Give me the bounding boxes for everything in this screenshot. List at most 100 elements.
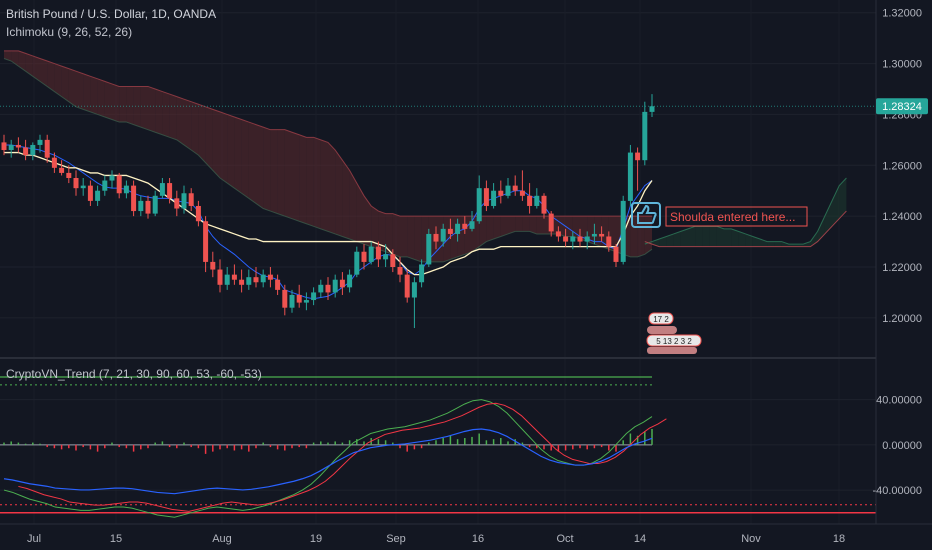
candle-body[interactable] [512, 185, 518, 191]
annotation[interactable]: Shoulda entered here... [631, 202, 808, 228]
candle-body[interactable] [462, 223, 468, 229]
candle-body[interactable] [635, 152, 641, 161]
candle-body[interactable] [260, 274, 266, 283]
date-axis-panel[interactable] [0, 524, 932, 550]
ichimoku-legend[interactable]: Ichimoku (9, 26, 52, 26) [6, 25, 132, 39]
candle-body[interactable] [577, 236, 583, 242]
candle-body[interactable] [275, 279, 281, 290]
candle-body[interactable] [426, 233, 432, 265]
candle-body[interactable] [66, 172, 72, 178]
candle-body[interactable] [433, 233, 439, 242]
candle-body[interactable] [217, 269, 223, 285]
candle-body[interactable] [390, 254, 396, 267]
candle-body[interactable] [404, 274, 410, 298]
candle-body[interactable] [116, 175, 122, 194]
candle-body[interactable] [570, 236, 576, 242]
candle-body[interactable] [145, 200, 151, 214]
candle-body[interactable] [289, 294, 295, 308]
oscillator-legend[interactable]: CryptoVN_Trend (7, 21, 30, 90, 60, 53, -… [6, 367, 262, 381]
candle-body[interactable] [534, 195, 540, 206]
candle-body[interactable] [368, 246, 374, 262]
candle-body[interactable] [44, 139, 50, 158]
event-badges[interactable]: 17 2 5 13 2 3 2 [646, 312, 702, 354]
candle-body[interactable] [109, 175, 115, 181]
candle-body[interactable] [354, 251, 360, 275]
candle-body[interactable] [498, 190, 504, 196]
candle-body[interactable] [138, 200, 144, 212]
candle-body[interactable] [51, 157, 57, 168]
cloud-segment [810, 231, 818, 247]
candle-body[interactable] [541, 195, 547, 214]
candle-body[interactable] [318, 284, 324, 293]
candle-body[interactable] [491, 190, 497, 206]
candle-body[interactable] [311, 292, 317, 301]
candle-body[interactable] [282, 289, 288, 308]
candle-body[interactable] [483, 188, 489, 206]
candle-body[interactable] [167, 183, 173, 199]
candle-body[interactable] [87, 185, 93, 201]
candle-body[interactable] [339, 279, 345, 288]
candle-body[interactable] [419, 264, 425, 283]
candle-body[interactable] [476, 188, 482, 222]
candle-body[interactable] [59, 167, 65, 173]
candle-body[interactable] [80, 185, 86, 189]
candle-body[interactable] [224, 274, 230, 285]
candle-body[interactable] [203, 221, 209, 262]
candle-body[interactable] [620, 200, 626, 262]
candle-body[interactable] [599, 233, 605, 237]
candle-body[interactable] [613, 246, 619, 262]
candle-body[interactable] [455, 223, 461, 234]
candle-body[interactable] [210, 261, 216, 270]
candle-body[interactable] [8, 144, 14, 151]
candle-body[interactable] [123, 185, 129, 194]
candle-body[interactable] [383, 254, 389, 260]
candle-body[interactable] [548, 213, 554, 232]
candle-body[interactable] [332, 279, 338, 293]
candle-body[interactable] [23, 147, 29, 156]
symbol-title[interactable]: British Pound / U.S. Dollar, 1D, OANDA [6, 7, 216, 21]
candle-body[interactable] [519, 190, 525, 196]
candle-body[interactable] [246, 277, 252, 285]
candle-body[interactable] [411, 282, 417, 298]
candle-body[interactable] [95, 190, 101, 201]
candle-body[interactable] [181, 193, 187, 209]
candle-body[interactable] [1, 142, 7, 151]
candle-body[interactable] [73, 178, 79, 189]
price-axis-panel[interactable] [876, 0, 932, 524]
candle-body[interactable] [361, 251, 367, 262]
candle-body[interactable] [505, 185, 511, 196]
candle-body[interactable] [325, 284, 331, 293]
candle-body[interactable] [30, 144, 36, 156]
candle-body[interactable] [591, 233, 597, 237]
candle-body[interactable] [188, 193, 194, 206]
candle-body[interactable] [174, 198, 180, 209]
candle-body[interactable] [37, 139, 43, 145]
candle-body[interactable] [303, 300, 309, 303]
candle-body[interactable] [527, 195, 533, 206]
candle-body[interactable] [642, 111, 648, 161]
candle-body[interactable] [131, 185, 137, 212]
candle-body[interactable] [102, 180, 108, 191]
candlesticks[interactable] [1, 94, 655, 329]
candle-body[interactable] [397, 267, 403, 275]
candle-body[interactable] [159, 183, 165, 196]
candle-body[interactable] [253, 277, 259, 283]
candle-body[interactable] [347, 274, 353, 288]
candle-body[interactable] [627, 152, 633, 201]
candle-body[interactable] [296, 294, 302, 303]
candle-body[interactable] [195, 205, 201, 222]
candle-body[interactable] [584, 236, 590, 242]
candle-body[interactable] [440, 228, 446, 242]
candle-body[interactable] [563, 236, 569, 242]
candle-body[interactable] [15, 144, 21, 148]
candle-body[interactable] [231, 274, 237, 280]
candle-body[interactable] [649, 106, 655, 112]
candle-body[interactable] [469, 221, 475, 229]
candle-body[interactable] [239, 279, 245, 285]
candle-body[interactable] [152, 195, 158, 214]
candle-body[interactable] [267, 274, 273, 280]
candle-body[interactable] [606, 236, 612, 247]
candle-body[interactable] [555, 231, 561, 237]
candle-body[interactable] [375, 246, 381, 260]
candle-body[interactable] [447, 228, 453, 234]
